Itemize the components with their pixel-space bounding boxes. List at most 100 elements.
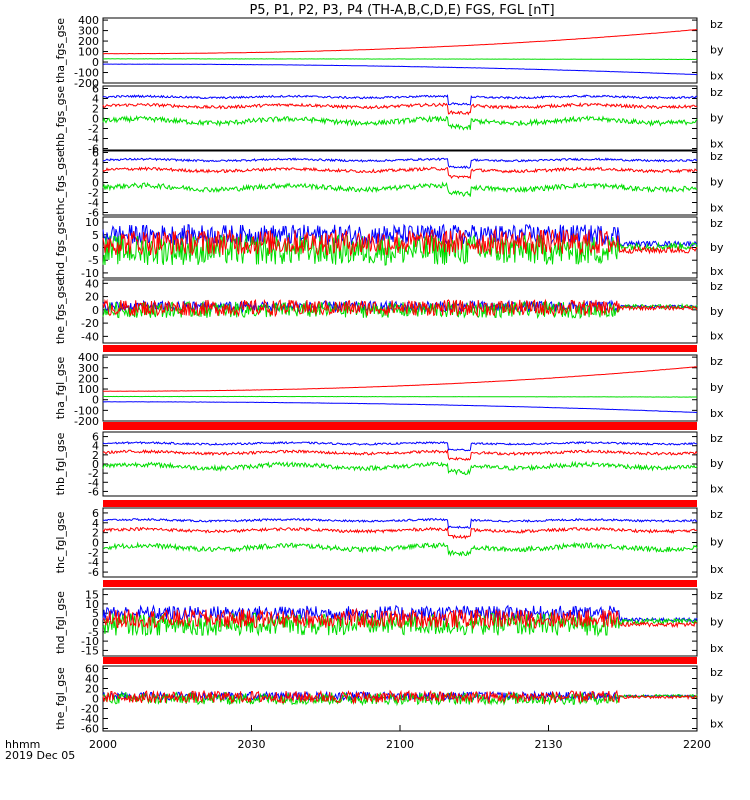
y-tick-label: 0	[92, 242, 99, 255]
y-tick-label: -4	[88, 133, 99, 146]
legend-bx: bx	[710, 642, 724, 655]
y-tick-label: -200	[74, 77, 99, 90]
separator-bar	[103, 503, 697, 507]
legend-by: by	[710, 44, 724, 57]
legend-by: by	[710, 616, 724, 629]
legend-by: by	[710, 381, 724, 394]
y-tick-label: 300	[78, 362, 99, 375]
legend-bz: bz	[710, 86, 723, 99]
y-tick-label: 100	[78, 383, 99, 396]
y-tick-label: 2	[92, 449, 99, 462]
legend-bz: bz	[710, 280, 723, 293]
y-tick-label: -6	[88, 143, 99, 156]
series-bz-line	[102, 101, 698, 116]
separator-bar	[103, 660, 697, 664]
legend-by: by	[710, 112, 724, 125]
x-tick-label: 2100	[386, 738, 414, 751]
legend-bz: bz	[710, 666, 723, 679]
legend-bz: bz	[710, 18, 723, 31]
y-axis-label: thb_fgl_gse	[54, 432, 67, 495]
y-tick-label: 15	[85, 589, 99, 602]
legend-bx: bx	[710, 482, 724, 495]
y-tick-label: -2	[88, 546, 99, 559]
y-tick-label: -15	[81, 644, 99, 657]
y-tick-label: -4	[88, 556, 99, 569]
y-tick-label: 6	[92, 507, 99, 520]
series-by-line	[103, 395, 698, 398]
y-tick-label: 4	[92, 440, 99, 453]
y-tick-label: -6	[88, 566, 99, 579]
y-tick-label: 4	[92, 517, 99, 530]
series-bz-line	[102, 366, 698, 392]
panel-frame	[102, 507, 698, 578]
legend-bx: bx	[710, 201, 724, 214]
series-by-line	[102, 611, 698, 638]
y-tick-label: -100	[74, 67, 99, 80]
series-bx-line	[102, 440, 698, 452]
y-tick-label: 5	[92, 607, 99, 620]
y-tick-label: -100	[74, 404, 99, 417]
y-tick-label: 6	[92, 83, 99, 96]
y-tick-label: 300	[78, 25, 99, 38]
y-tick-label: 0	[92, 56, 99, 69]
legend-bz: bz	[710, 589, 723, 602]
y-tick-label: 0	[92, 458, 99, 471]
separator-bar	[103, 580, 697, 584]
series-bz-line	[102, 607, 698, 630]
legend-bx: bx	[710, 265, 724, 278]
y-axis-label: the_fgs_gse	[54, 279, 67, 344]
x-tick-label: 2000	[89, 738, 117, 751]
panel-frame	[102, 279, 698, 344]
legend-by: by	[710, 176, 724, 189]
y-tick-label: -200	[74, 415, 99, 428]
y-axis-label: thd_fgs_gse	[54, 215, 67, 281]
y-tick-label: 4	[92, 157, 99, 170]
y-tick-label: 6	[92, 431, 99, 444]
legend-bx: bx	[710, 407, 724, 420]
y-tick-label: 2	[92, 527, 99, 540]
series-bx-line	[102, 517, 698, 530]
y-tick-label: -60	[81, 723, 99, 736]
y-tick-label: -20	[81, 317, 99, 330]
y-tick-label: -5	[88, 254, 99, 267]
legend-bx: bx	[710, 563, 724, 576]
y-tick-label: 20	[85, 683, 99, 696]
y-tick-label: -10	[81, 267, 99, 280]
series-bx-line	[102, 401, 698, 414]
y-tick-label: 400	[78, 14, 99, 27]
legend-bz: bz	[710, 150, 723, 163]
y-tick-label: 10	[85, 216, 99, 229]
x-axis-label: hhmm	[5, 738, 40, 751]
y-tick-label: 0	[92, 537, 99, 550]
figure-title: P5, P1, P2, P3, P4 (TH-A,B,C,D,E) FGS, F…	[249, 3, 554, 18]
series-bx-line	[102, 94, 698, 106]
series-by-line	[103, 58, 698, 61]
separator-bar	[103, 345, 697, 349]
legend-bz: bz	[710, 432, 723, 445]
separator-bar	[103, 657, 697, 661]
y-tick-label: -4	[88, 197, 99, 210]
y-tick-label: 2	[92, 103, 99, 116]
y-axis-label: thc_fgl_gse	[54, 511, 67, 573]
series-by-line	[102, 114, 698, 131]
legend-by: by	[710, 692, 724, 705]
y-tick-label: 0	[92, 394, 99, 407]
y-tick-label: 2	[92, 167, 99, 180]
legend-bx: bx	[710, 69, 724, 82]
y-tick-label: 60	[85, 663, 99, 676]
y-tick-label: 0	[92, 304, 99, 317]
series-by-line	[102, 181, 698, 197]
legend-bz: bz	[710, 355, 723, 368]
series-bz-line	[102, 228, 698, 257]
separator-bar	[103, 583, 697, 587]
series-bx-line	[102, 157, 698, 170]
separator-bar	[103, 422, 697, 426]
panel-frame	[102, 354, 698, 422]
